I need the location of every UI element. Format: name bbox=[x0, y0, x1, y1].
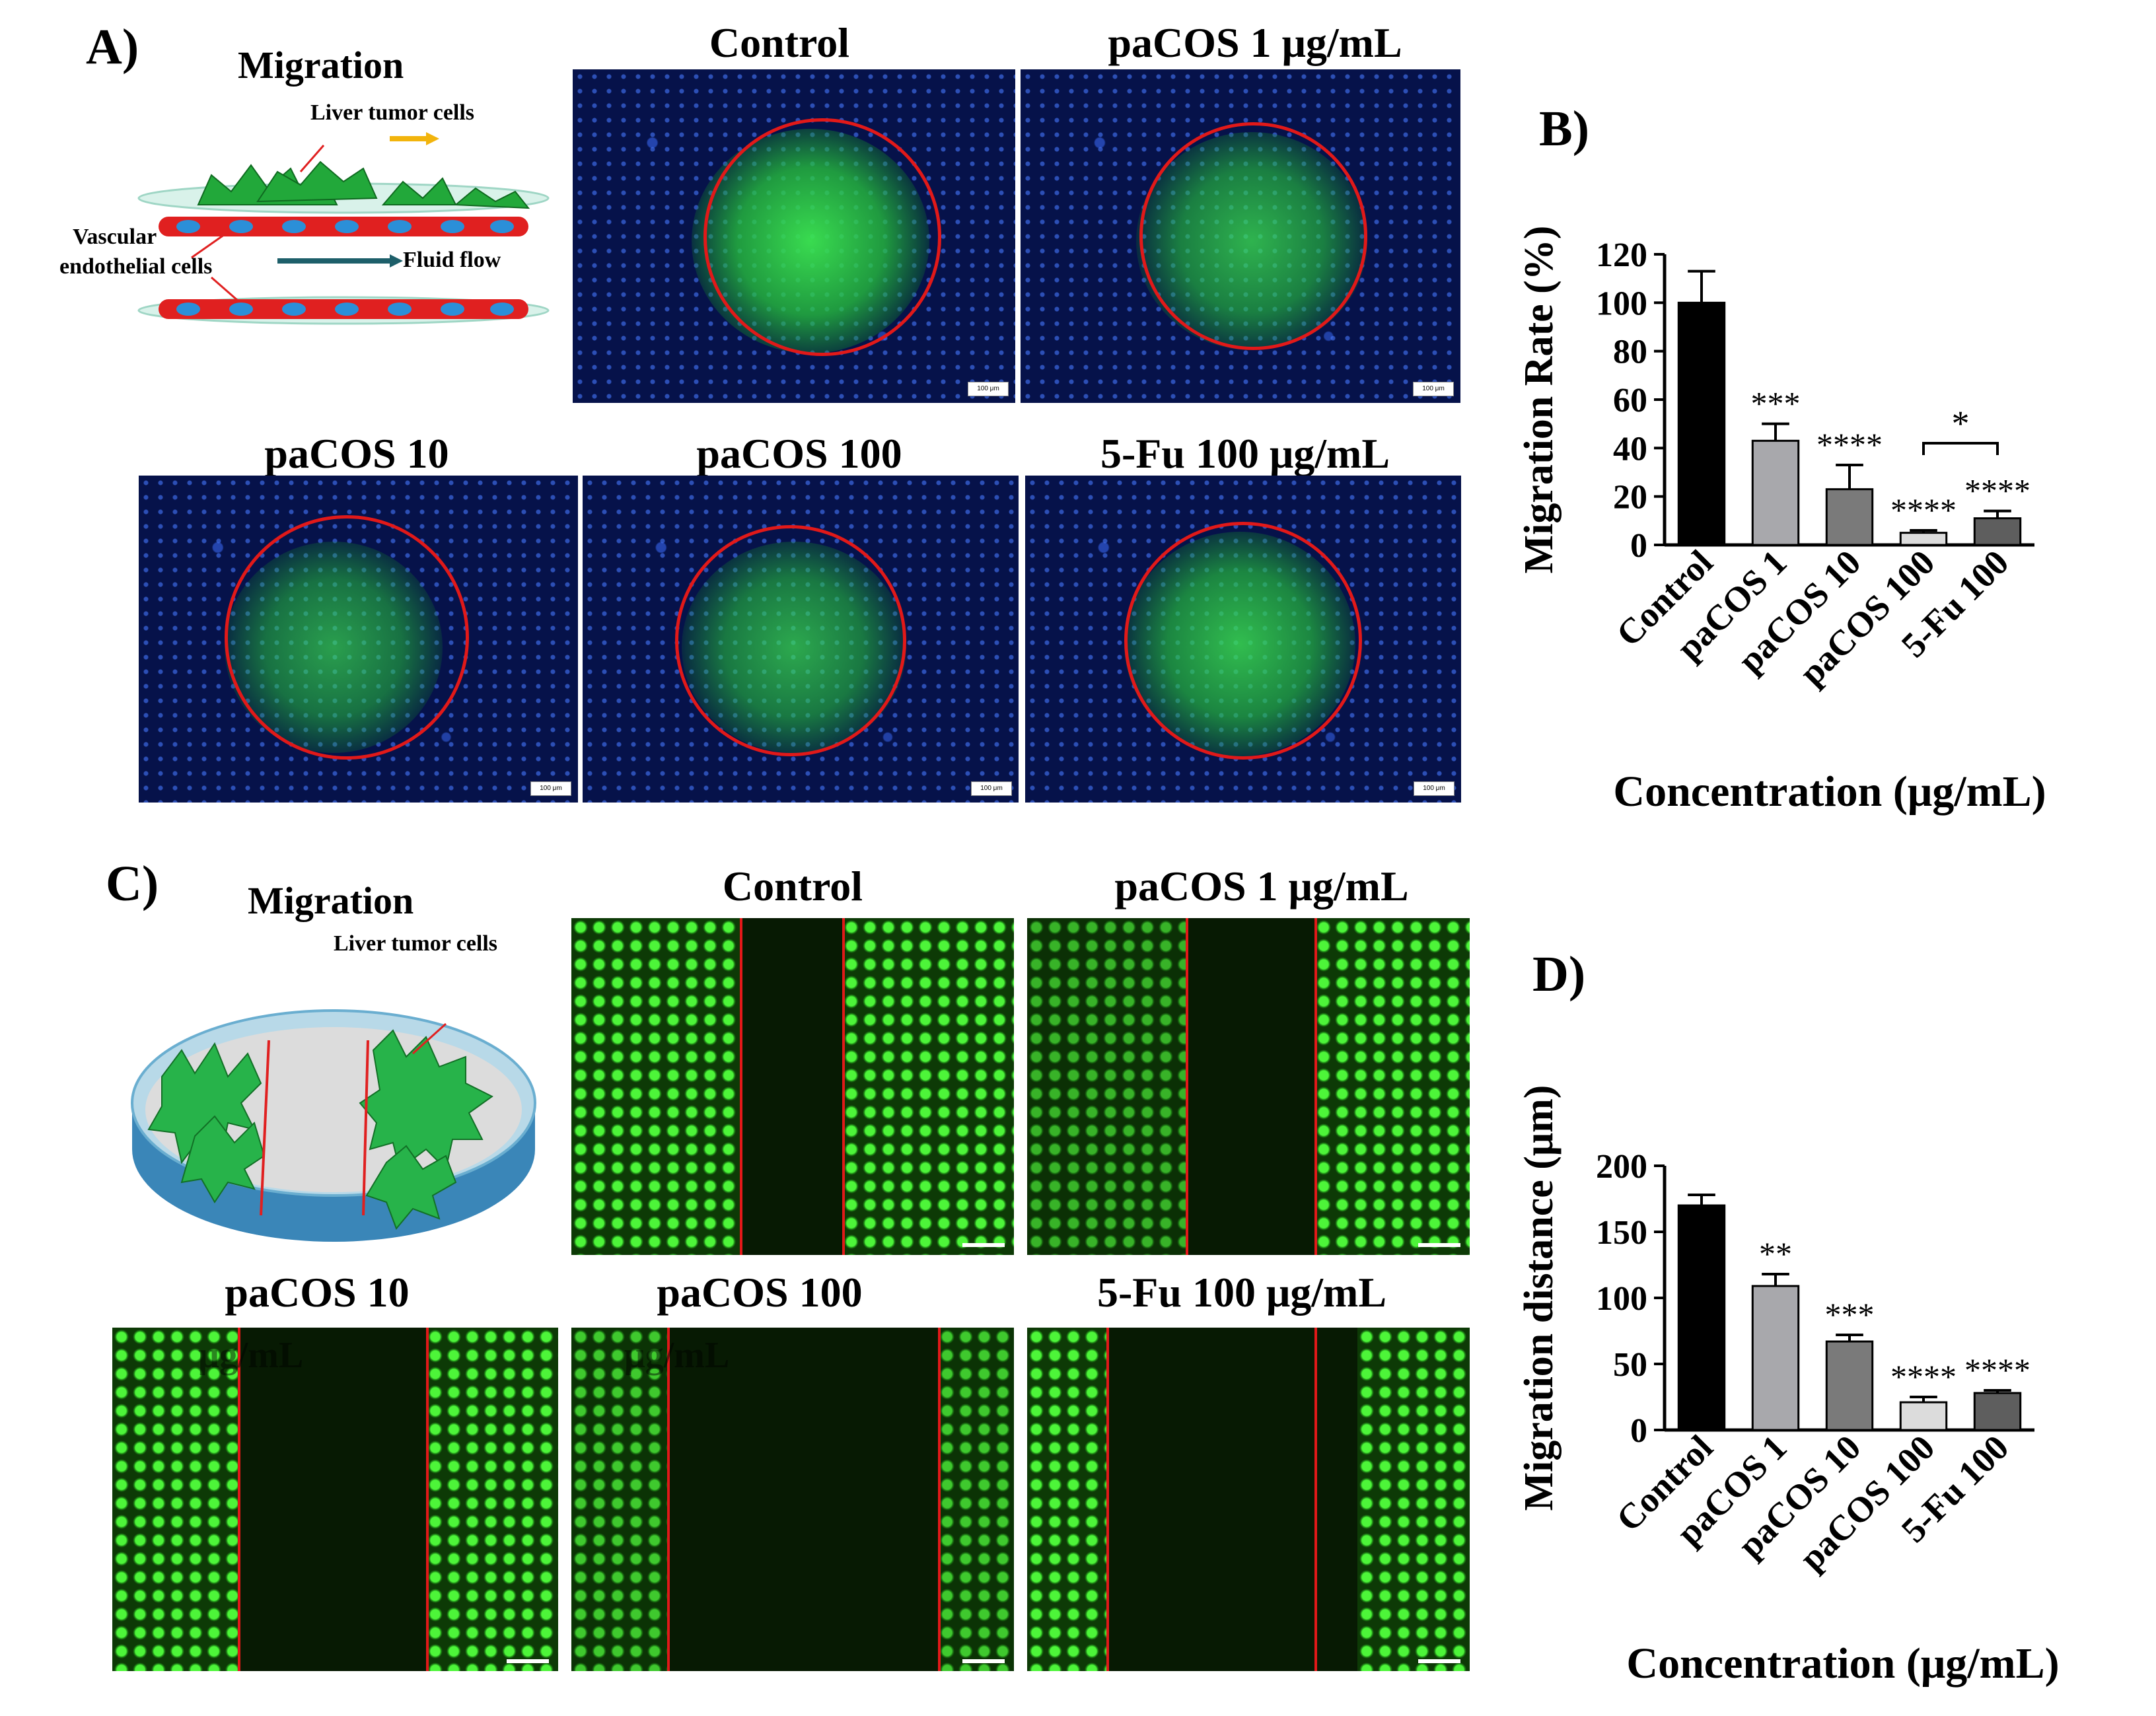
chart-b-bar-1 bbox=[1751, 439, 1800, 546]
a-image-control: 100 μm bbox=[573, 69, 1015, 403]
chart-d-ytick-label: 0 bbox=[1630, 1412, 1647, 1450]
c-overlay-pacos10: μg/mL bbox=[198, 1335, 304, 1376]
a-title-pacos10: paCOS 10 bbox=[264, 430, 449, 477]
chart-d-ytick-label: 200 bbox=[1596, 1148, 1647, 1186]
c-image-pacos1 bbox=[1027, 918, 1470, 1255]
c-image-pacos100: μg/mL bbox=[571, 1328, 1014, 1671]
a-image-5fu: 100 μm bbox=[1025, 476, 1461, 803]
chart-b-significance: **** bbox=[1890, 491, 1957, 528]
chart-b-panel-letter: B) bbox=[1539, 101, 1589, 157]
scheme-c: Migration Liver tumor cells bbox=[122, 879, 545, 1255]
chart-b-bar-0 bbox=[1677, 301, 1726, 546]
a-title-control: Control bbox=[709, 19, 850, 66]
chart-b-ytick-label: 100 bbox=[1596, 285, 1647, 322]
chart-d: D) 0 50 100 150 200 Migration distance (μm) Con… bbox=[1517, 947, 2060, 1688]
scheme-a: Migration bbox=[59, 40, 561, 330]
chart-b-ytick-label: 20 bbox=[1613, 479, 1647, 517]
chart-b-bracket-label: * bbox=[1952, 404, 1970, 443]
scheme-c-label: Liver tumor cells bbox=[334, 931, 498, 956]
chart-b-ytick-label: 0 bbox=[1630, 527, 1647, 565]
c-image-control bbox=[571, 918, 1014, 1255]
a-image-pacos100: 100 μm bbox=[583, 476, 1019, 803]
chart-b-bar-4 bbox=[1973, 517, 2022, 546]
scheme-c-title: Migration bbox=[248, 879, 414, 922]
chart-b-xlabel: Concentration (μg/mL) bbox=[1613, 768, 2046, 816]
scheme-a-label-vascular-2: endothelial cells bbox=[59, 254, 213, 279]
chart-b-bar-2 bbox=[1825, 488, 1874, 546]
chart-d-ylabel: Migration distance (μm) bbox=[1517, 1085, 1562, 1511]
chart-d-bar-3 bbox=[1899, 1401, 1948, 1431]
chart-d-ytick-label: 50 bbox=[1613, 1346, 1647, 1384]
a-scale-5fu: 100 μm bbox=[1414, 781, 1455, 796]
panel-c-letter: C) bbox=[106, 856, 159, 912]
a-title-pacos100: paCOS 100 bbox=[696, 430, 902, 477]
c-image-5fu bbox=[1027, 1328, 1470, 1671]
c-overlay-pacos100: μg/mL bbox=[624, 1335, 730, 1376]
chart-b-ylabel: Migration Rate (%) bbox=[1517, 226, 1562, 574]
c-title-pacos1: paCOS 1 μg/mL bbox=[1114, 863, 1409, 910]
a-scale-pacos100: 100 μm bbox=[971, 781, 1012, 796]
chart-b-significance: **** bbox=[1816, 426, 1883, 463]
chart-d-significance: **** bbox=[1964, 1351, 2030, 1388]
a-scale-pacos1: 100 μm bbox=[1413, 382, 1454, 396]
chart-d-ytick-label: 100 bbox=[1596, 1280, 1647, 1318]
a-scale-control: 100 μm bbox=[968, 382, 1009, 396]
chart-d-bar-4 bbox=[1973, 1392, 2022, 1431]
chart-d-bar-0 bbox=[1677, 1204, 1726, 1431]
c-title-pacos10: paCOS 10 bbox=[225, 1269, 410, 1316]
chart-d-bar-1 bbox=[1751, 1285, 1800, 1431]
chart-b-ytick-label: 120 bbox=[1596, 236, 1647, 274]
scheme-a-title: Migration bbox=[238, 44, 404, 87]
chart-d-ytick-label: 150 bbox=[1596, 1214, 1647, 1252]
chart-d-panel-letter: D) bbox=[1532, 947, 1585, 1002]
c-image-pacos10: μg/mL bbox=[112, 1328, 558, 1671]
chart-d-bar-2 bbox=[1825, 1340, 1874, 1431]
chart-d-significance: ** bbox=[1759, 1235, 1792, 1272]
scheme-a-label-flow: Fluid flow bbox=[403, 248, 501, 272]
a-image-pacos10: 100 μm bbox=[139, 476, 578, 803]
chart-b-ytick-label: 40 bbox=[1613, 430, 1647, 468]
chart-b-bar-3 bbox=[1899, 532, 1948, 546]
chart-d-significance: **** bbox=[1890, 1358, 1957, 1395]
scheme-a-label-vascular-1: Vascular bbox=[73, 225, 157, 249]
chart-d-significance: *** bbox=[1825, 1296, 1875, 1333]
c-title-control: Control bbox=[722, 863, 863, 910]
chart-b-significance: *** bbox=[1751, 385, 1801, 422]
chart-b-significance: **** bbox=[1964, 472, 2030, 509]
chart-b-bracket bbox=[1922, 442, 1999, 455]
a-image-pacos1: 100 μm bbox=[1021, 69, 1460, 403]
c-title-pacos100: paCOS 100 bbox=[657, 1269, 863, 1316]
chart-d-xlabel: Concentration (μg/mL) bbox=[1626, 1639, 2059, 1688]
c-title-5fu: 5-Fu 100 μg/mL bbox=[1096, 1269, 1387, 1316]
scheme-a-drawing bbox=[137, 132, 550, 325]
a-title-5fu: 5-Fu 100 μg/mL bbox=[1100, 430, 1390, 477]
a-scale-pacos10: 100 μm bbox=[530, 781, 571, 796]
chart-b-ytick-label: 80 bbox=[1613, 334, 1647, 371]
panel-a-letter: A) bbox=[86, 19, 139, 75]
chart-b-ytick-label: 60 bbox=[1613, 382, 1647, 419]
scheme-a-label-tumor: Liver tumor cells bbox=[310, 100, 475, 125]
a-title-pacos1: paCOS 1 μg/mL bbox=[1108, 19, 1402, 66]
scheme-c-dish bbox=[131, 1009, 536, 1242]
